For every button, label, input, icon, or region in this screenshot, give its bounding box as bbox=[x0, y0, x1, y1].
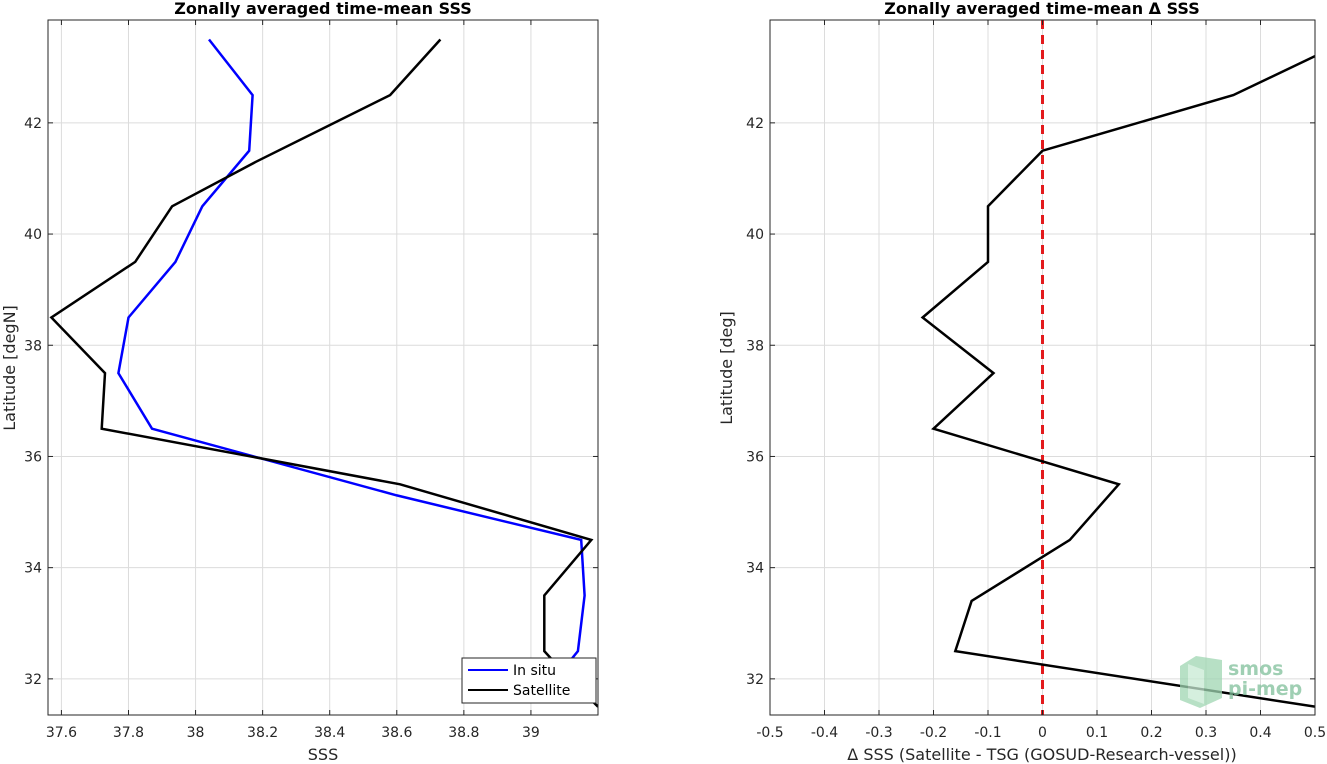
left-chart-title: Zonally averaged time-mean SSS bbox=[174, 0, 472, 18]
left-y-tick-label: 36 bbox=[24, 449, 42, 465]
legend-label-in-situ: In situ bbox=[513, 663, 556, 679]
logo-line-1: smos bbox=[1228, 658, 1283, 680]
logo-shape-inner bbox=[1188, 664, 1204, 704]
left-plot-area bbox=[48, 20, 598, 715]
left-axes-box bbox=[47, 19, 599, 716]
right-x-tick-label: -0.4 bbox=[811, 725, 838, 741]
right-x-tick-label: 0.1 bbox=[1086, 725, 1108, 741]
right-x-tick-label: -0.3 bbox=[865, 725, 892, 741]
right-y-tick-label: 32 bbox=[746, 672, 764, 688]
logo-line-2: pi-mep bbox=[1228, 678, 1302, 700]
right-y-axis-label: Latitude [deg] bbox=[717, 311, 736, 425]
left-chart-panel: 37.6 37.8 38 38.2 38.4 38.6 38.8 39 32 34 36 38 40 42… bbox=[0, 0, 599, 764]
left-y-tick-label: 38 bbox=[24, 338, 42, 354]
right-ticks: -0.5 -0.4 -0.3 -0.2 -0.1 0 0.1 0.2 0.3 0.4 0.5 32 34… bbox=[746, 20, 1326, 741]
right-y-tick-label: 34 bbox=[746, 561, 764, 577]
right-y-tick-label: 38 bbox=[746, 338, 764, 354]
legend-box bbox=[461, 657, 597, 704]
right-x-tick-label: 0.4 bbox=[1249, 725, 1271, 741]
legend-label-satellite: Satellite bbox=[513, 683, 570, 699]
right-y-tick-label: 36 bbox=[746, 449, 764, 465]
smos-pi-mep-logo: smos pi-mep bbox=[1180, 656, 1302, 708]
delta-sss-line bbox=[920, 54, 1315, 708]
right-x-tick-label: 0.3 bbox=[1195, 725, 1217, 741]
left-ticks: 37.6 37.8 38 38.2 38.4 38.6 38.8 39 32 34 36 38 40 42 bbox=[24, 20, 598, 741]
left-x-tick-label: 38.4 bbox=[314, 725, 345, 741]
legend: In situ Satellite bbox=[461, 657, 597, 704]
left-grid bbox=[48, 20, 598, 715]
left-series-group bbox=[49, 38, 598, 708]
right-chart-title: Zonally averaged time-mean Δ SSS bbox=[884, 0, 1200, 18]
left-x-tick-label: 38.8 bbox=[448, 725, 479, 741]
left-x-tick-label: 39 bbox=[522, 725, 540, 741]
left-y-tick-label: 40 bbox=[24, 227, 42, 243]
right-x-tick-label: 0 bbox=[1038, 725, 1047, 741]
left-x-tick-label: 37.6 bbox=[46, 725, 77, 741]
left-y-tick-label: 32 bbox=[24, 672, 42, 688]
left-x-tick-label: 38.6 bbox=[381, 725, 412, 741]
left-y-tick-label: 34 bbox=[24, 561, 42, 577]
left-x-tick-label: 38 bbox=[187, 725, 205, 741]
right-x-tick-label: -0.5 bbox=[756, 725, 783, 741]
right-x-axis-label: Δ SSS (Satellite - TSG (GOSUD-Research-v… bbox=[847, 745, 1236, 764]
satellite-line bbox=[49, 38, 598, 708]
left-y-tick-label: 42 bbox=[24, 116, 42, 132]
right-y-tick-label: 42 bbox=[746, 116, 764, 132]
right-x-tick-label: 0.2 bbox=[1140, 725, 1162, 741]
in-situ-line bbox=[117, 38, 586, 669]
right-y-tick-label: 40 bbox=[746, 227, 764, 243]
left-x-axis-label: SSS bbox=[308, 745, 338, 764]
left-x-tick-label: 37.8 bbox=[113, 725, 144, 741]
right-chart-panel: -0.5 -0.4 -0.3 -0.2 -0.1 0 0.1 0.2 0.3 0.4 0.5 32 34… bbox=[717, 0, 1326, 764]
right-x-tick-label: -0.2 bbox=[920, 725, 947, 741]
left-y-axis-label: Latitude [degN] bbox=[0, 305, 19, 431]
right-series-group bbox=[920, 20, 1315, 715]
right-x-tick-label: -0.1 bbox=[974, 725, 1001, 741]
right-x-tick-label: 0.5 bbox=[1304, 725, 1326, 741]
left-x-tick-label: 38.2 bbox=[247, 725, 278, 741]
